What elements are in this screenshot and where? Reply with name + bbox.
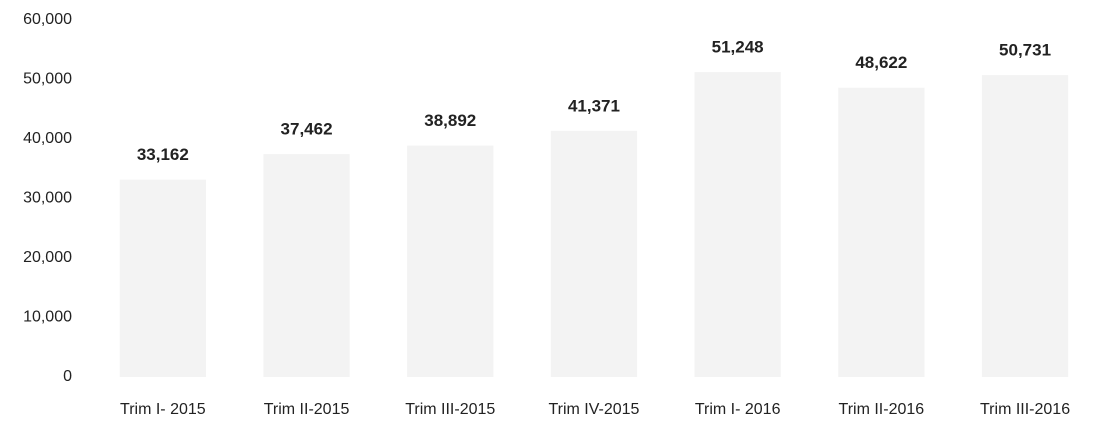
value-label: 33,162 <box>137 145 189 164</box>
bar <box>838 87 925 377</box>
bar <box>694 72 781 377</box>
bar <box>407 145 494 377</box>
y-tick-label: 20,000 <box>23 249 72 266</box>
x-tick-label: Trim I- 2016 <box>695 401 781 418</box>
x-tick-label: Trim IV-2015 <box>548 401 639 418</box>
value-label: 48,622 <box>855 53 907 72</box>
value-label: 50,731 <box>999 41 1051 60</box>
x-tick-label: Trim III-2016 <box>980 401 1070 418</box>
bar <box>263 154 350 377</box>
y-tick-label: 40,000 <box>23 130 72 147</box>
y-tick-label: 0 <box>63 368 72 385</box>
y-tick-label: 60,000 <box>23 11 72 28</box>
value-label: 38,892 <box>424 111 476 130</box>
bar <box>119 179 206 377</box>
y-tick-label: 30,000 <box>23 190 72 207</box>
x-tick-label: Trim I- 2015 <box>120 401 206 418</box>
bar <box>981 75 1069 378</box>
y-tick-label: 50,000 <box>23 71 72 88</box>
x-tick-label: Trim II-2016 <box>839 401 925 418</box>
bar <box>550 130 638 377</box>
value-label: 37,462 <box>281 120 333 139</box>
x-tick-label: Trim III-2015 <box>405 401 495 418</box>
value-label: 41,371 <box>568 96 620 115</box>
y-tick-label: 10,000 <box>23 309 72 326</box>
x-tick-label: Trim II-2015 <box>264 401 350 418</box>
value-label: 51,248 <box>712 38 764 57</box>
